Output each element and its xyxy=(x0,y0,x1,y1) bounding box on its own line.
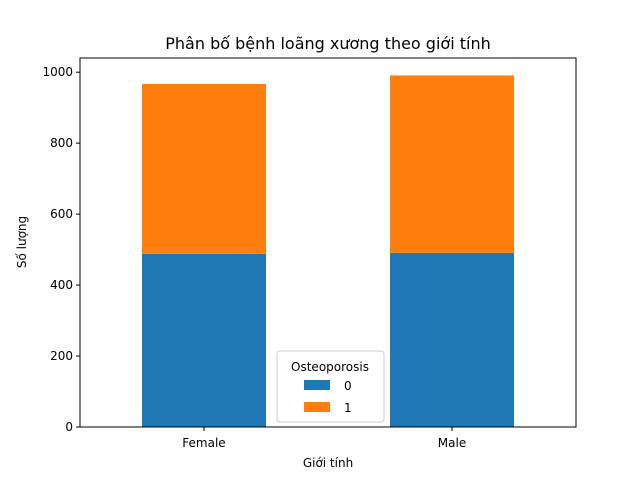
legend-swatch-1 xyxy=(304,402,330,412)
x-tick-label: Female xyxy=(182,436,225,450)
legend-label-0: 0 xyxy=(344,379,352,393)
x-axis: Female Male xyxy=(182,427,466,450)
bar-female-series-1 xyxy=(142,83,266,254)
y-tick-label: 1000 xyxy=(42,65,73,79)
legend-title: Osteoporosis xyxy=(291,360,369,374)
bars-group xyxy=(142,75,514,427)
y-tick-label: 600 xyxy=(50,207,73,221)
plot-frame xyxy=(79,57,577,428)
legend-box xyxy=(276,350,385,423)
y-tick-label: 200 xyxy=(50,349,73,363)
y-tick-label: 0 xyxy=(65,420,73,434)
y-tick-label: 800 xyxy=(50,136,73,150)
bar-male-series-0 xyxy=(390,252,514,427)
legend-label-1: 1 xyxy=(344,401,352,415)
legend-swatch-0 xyxy=(304,380,330,390)
x-tick-label: Male xyxy=(438,436,466,450)
y-axis-label: Số lượng xyxy=(15,216,29,268)
bar-male-series-1 xyxy=(390,75,514,253)
y-tick-label: 400 xyxy=(50,278,73,292)
bar-female-series-0 xyxy=(142,253,266,427)
y-axis: 0 200 400 600 800 1000 xyxy=(42,65,80,434)
chart-title: Phân bố bệnh loãng xương theo giới tính xyxy=(165,34,490,53)
x-axis-label: Giới tính xyxy=(303,456,353,470)
legend: Osteoporosis 0 1 xyxy=(276,350,385,423)
